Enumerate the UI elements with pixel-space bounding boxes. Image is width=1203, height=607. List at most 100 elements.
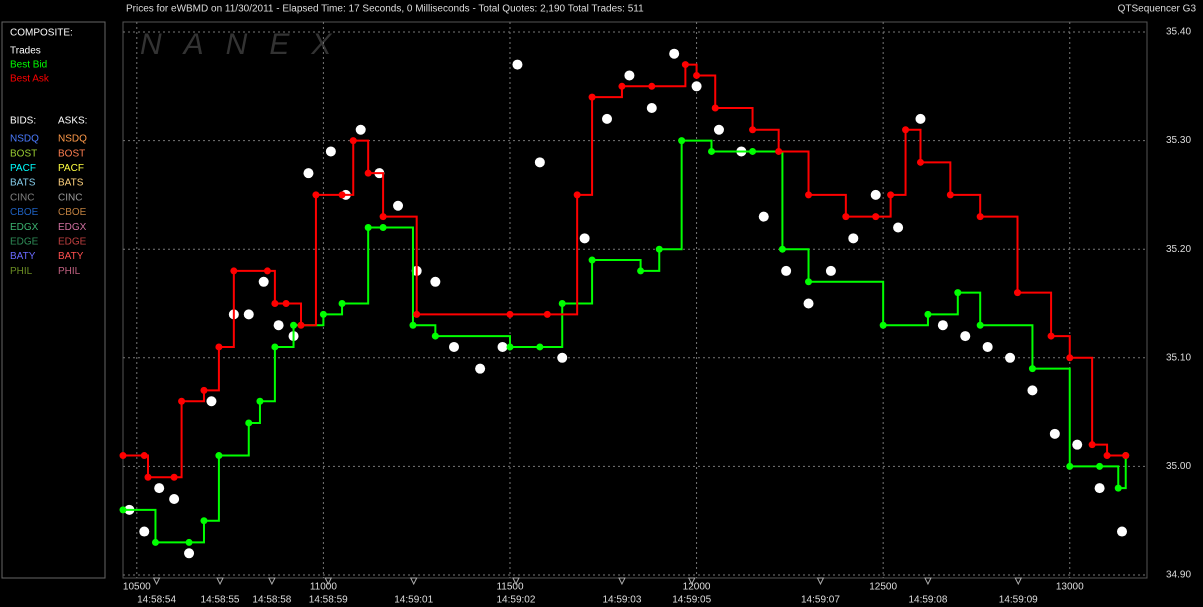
trade-dot	[803, 298, 814, 309]
bid-exchange: PHIL	[10, 266, 33, 277]
asks-label: ASKS:	[58, 116, 87, 127]
quote-dot	[648, 82, 656, 90]
quote-dot	[256, 397, 264, 405]
trade-dot	[325, 146, 336, 157]
quote-dot	[271, 343, 279, 351]
bid-exchange: BATY	[10, 251, 36, 262]
quote-dot	[708, 147, 716, 155]
quote-dot	[144, 473, 152, 481]
trade-dot	[475, 363, 486, 374]
quote-dot	[618, 82, 626, 90]
trade-dot	[303, 168, 314, 179]
quote-dot	[349, 137, 357, 145]
bid-exchange: CBOE	[10, 207, 39, 218]
trade-dot	[915, 113, 926, 124]
trade-dot	[870, 189, 881, 200]
quote-dot	[588, 93, 596, 101]
trade-dot	[758, 211, 769, 222]
trade-dot	[184, 548, 195, 559]
x-tick-label: 13000	[1056, 582, 1084, 593]
quote-dot	[879, 321, 887, 329]
y-tick-label: 35.30	[1166, 135, 1191, 146]
quote-dot	[1028, 365, 1036, 373]
x-tick-label: 12500	[869, 582, 897, 593]
quote-dot	[1047, 332, 1055, 340]
time-label: 14:58:58	[252, 595, 291, 606]
composite-label: COMPOSITE:	[10, 28, 73, 39]
quote-dot	[976, 213, 984, 221]
quote-dot	[749, 147, 757, 155]
trade-dot	[602, 113, 613, 124]
quote-dot	[681, 61, 689, 69]
time-label: 14:58:59	[309, 595, 348, 606]
trade-dot	[893, 222, 904, 233]
quote-dot	[119, 452, 127, 460]
quote-dot	[263, 267, 271, 275]
trade-dot	[243, 309, 254, 320]
quote-dot	[151, 538, 159, 546]
trade-dot	[781, 265, 792, 276]
time-label: 14:58:55	[201, 595, 240, 606]
y-tick-label: 35.40	[1166, 27, 1191, 38]
bid-exchange: EDGE	[10, 237, 39, 248]
quote-dot	[1066, 462, 1074, 470]
quote-dot	[1088, 441, 1096, 449]
trade-dot	[960, 331, 971, 342]
quote-dot	[954, 289, 962, 297]
trade-dot	[669, 48, 680, 59]
quote-dot	[655, 245, 663, 253]
quote-dot	[558, 300, 566, 307]
quote-dot	[506, 343, 514, 351]
quote-dot	[1122, 452, 1130, 460]
ask-exchange: BOST	[58, 148, 85, 159]
quote-dot	[805, 191, 813, 199]
trade-dot	[1049, 428, 1060, 439]
bids-label: BIDS:	[10, 116, 36, 127]
quote-dot	[1066, 354, 1074, 362]
time-label: 14:59:03	[602, 595, 641, 606]
quote-dot	[409, 321, 417, 329]
time-tick	[152, 577, 161, 586]
time-label: 14:59:02	[496, 595, 535, 606]
ask-exchange: EDGE	[58, 237, 87, 248]
quote-dot	[902, 126, 910, 134]
trade-dot	[691, 81, 702, 92]
trade-dot	[449, 341, 460, 352]
quote-dot	[1096, 462, 1104, 470]
trade-dot	[169, 493, 180, 504]
trade-dot	[982, 341, 993, 352]
quote-dot	[976, 321, 984, 329]
trade-dot	[1005, 352, 1016, 363]
trade-dot	[557, 352, 568, 363]
ask-exchange: BATS	[58, 178, 84, 189]
trade-dot	[154, 483, 165, 494]
bid-exchange: EDGX	[10, 222, 39, 233]
quote-dot	[379, 223, 387, 231]
quote-dot	[778, 245, 786, 253]
trade-dot	[258, 276, 269, 287]
ask-exchange: NSDQ	[58, 134, 87, 145]
quote-dot	[338, 191, 346, 199]
trade-dot	[273, 320, 284, 331]
y-tick-label: 35.00	[1166, 461, 1191, 472]
quote-dot	[431, 332, 439, 340]
bid-exchange: BOST	[10, 148, 37, 159]
quote-dot	[536, 343, 544, 351]
time-tick	[924, 577, 932, 586]
bid-exchange: NSDQ	[10, 134, 39, 145]
quote-dot	[775, 147, 783, 155]
trade-dot	[206, 396, 217, 407]
quote-dot	[119, 506, 127, 514]
trade-dot	[646, 103, 657, 114]
quote-dot	[178, 397, 186, 405]
y-tick-label: 35.20	[1166, 244, 1191, 255]
chart-title: Prices for eWBMD on 11/30/2011 - Elapsed…	[126, 4, 644, 15]
time-tick	[409, 577, 418, 586]
ask-exchange: BATY	[58, 251, 84, 262]
quote-dot	[200, 517, 208, 525]
time-tick	[216, 577, 224, 586]
ask-exchange: CBOE	[58, 207, 87, 218]
quote-dot	[1114, 484, 1122, 492]
